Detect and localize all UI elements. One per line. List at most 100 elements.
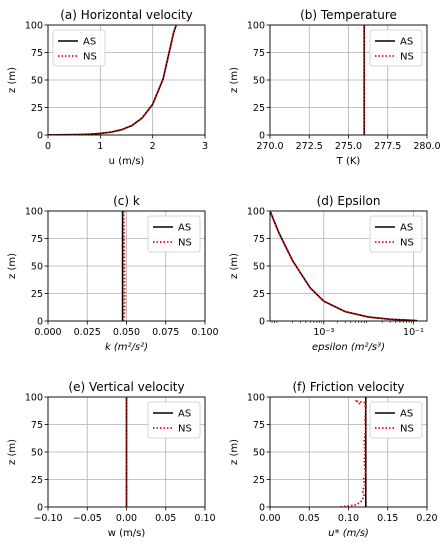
y-tick-label: 50 <box>253 448 265 459</box>
subplot-title: (c) k <box>113 194 140 208</box>
legend-label-ns: NS <box>83 52 97 63</box>
y-tick-label: 50 <box>31 448 43 459</box>
subplot-1: 0 1 2 3 0 25 50 75 100 (a) Horizontal velocity u (… <box>7 8 208 167</box>
legend-label-as: AS <box>83 37 96 48</box>
y-tick-label: 25 <box>253 103 265 114</box>
y-axis-label: z (m) <box>7 253 18 279</box>
y-tick-label: 75 <box>31 420 43 431</box>
y-tick-label: 0 <box>259 131 265 142</box>
legend: AS NS <box>147 215 201 253</box>
y-axis-label: z (m) <box>229 67 240 93</box>
legend-box <box>147 215 201 253</box>
y-tick-label: 25 <box>253 475 265 486</box>
legend-label-ns: NS <box>178 238 192 249</box>
legend-box <box>369 29 423 67</box>
x-tick-label: 0.075 <box>152 327 179 338</box>
y-tick-label: 75 <box>253 48 265 59</box>
subplot-title: (f) Friction velocity <box>293 380 405 394</box>
y-tick-label: 100 <box>25 21 43 32</box>
subplot-title: (e) Vertical velocity <box>68 380 184 394</box>
legend: AS NS <box>369 401 423 439</box>
subplot-title: (d) Epsilon <box>317 194 381 208</box>
subplot-title: (b) Temperature <box>300 8 397 22</box>
legend-box <box>369 401 423 439</box>
x-tick-label: 272.5 <box>296 141 323 152</box>
y-axis-label: z (m) <box>7 67 18 93</box>
x-tick-label: 2 <box>150 141 156 152</box>
y-tick-label: 75 <box>253 234 265 245</box>
x-tick-label: 0.05 <box>299 513 320 524</box>
y-tick-label: 0 <box>37 503 43 514</box>
subplot-2: 270.0 272.5 275.0 277.5 280.0 0 25 50 75 100 (b) T… <box>229 8 441 167</box>
x-axis-label: w (m/s) <box>108 528 146 539</box>
x-tick-label: 0.10 <box>194 513 215 524</box>
x-tick-label: 0.15 <box>377 513 398 524</box>
y-tick-label: 75 <box>253 420 265 431</box>
x-axis-label: epsilon (m²/s³) <box>312 342 385 353</box>
x-axis-label: k (m²/s²) <box>105 342 148 353</box>
series-group <box>270 211 418 321</box>
legend-box <box>369 215 423 253</box>
y-tick-label: 0 <box>37 317 43 328</box>
y-tick-label: 100 <box>247 393 265 404</box>
x-tick-label: 277.5 <box>374 141 401 152</box>
subplot-6: 0.00 0.05 0.10 0.15 0.20 0 25 50 75 100 (f) Fricti… <box>229 380 438 539</box>
y-tick-label: 50 <box>253 76 265 87</box>
y-tick-label: 50 <box>31 262 43 273</box>
legend-label-as: AS <box>178 223 191 234</box>
legend-box <box>52 29 106 67</box>
x-tick-label: 0.05 <box>155 513 176 524</box>
y-tick-label: 25 <box>31 475 43 486</box>
series-line-ns <box>270 211 418 321</box>
y-tick-label: 25 <box>253 289 265 300</box>
x-axis-label: T (K) <box>336 156 361 167</box>
series-line-ns <box>340 400 367 507</box>
legend-label-as: AS <box>400 223 413 234</box>
legend: AS NS <box>52 29 106 67</box>
y-tick-label: 75 <box>31 234 43 245</box>
x-tick-label: 3 <box>202 141 208 152</box>
x-axis-label: u* (m/s) <box>328 528 369 539</box>
series-line-ns <box>122 211 126 321</box>
legend-box <box>147 401 201 439</box>
legend: AS NS <box>147 401 201 439</box>
y-tick-label: 75 <box>31 48 43 59</box>
y-tick-label: 50 <box>31 76 43 87</box>
x-tick-label: 0.100 <box>191 327 218 338</box>
x-tick-label: 0.00 <box>259 513 280 524</box>
legend-label-as: AS <box>400 37 413 48</box>
y-tick-label: 100 <box>247 21 265 32</box>
y-axis-label: z (m) <box>7 439 18 465</box>
x-tick-label: 10⁻³ <box>313 327 334 338</box>
y-tick-label: 100 <box>25 207 43 218</box>
x-tick-label: 0 <box>45 141 51 152</box>
y-axis-label: z (m) <box>229 253 240 279</box>
x-tick-label: −0.05 <box>73 513 102 524</box>
subplot-3: 0.000 0.025 0.050 0.075 0.100 0 25 50 75 100 (c) k… <box>7 194 219 353</box>
series-line-ns <box>48 25 178 135</box>
x-tick-label: 0.025 <box>74 327 101 338</box>
legend: AS NS <box>369 215 423 253</box>
legend-label-as: AS <box>400 409 413 420</box>
legend-label-as: AS <box>178 409 191 420</box>
x-tick-label: −0.10 <box>33 513 62 524</box>
x-tick-label: 0.00 <box>116 513 137 524</box>
x-tick-label: 10⁻¹ <box>403 327 424 338</box>
x-tick-label: 0.050 <box>113 327 140 338</box>
x-axis-label: u (m/s) <box>109 156 145 167</box>
legend: AS NS <box>369 29 423 67</box>
y-tick-label: 0 <box>259 317 265 328</box>
y-tick-label: 100 <box>25 393 43 404</box>
subplot-5: −0.10 −0.05 0.00 0.05 0.10 0 25 50 75 100 (e) Vert… <box>7 380 216 539</box>
series-group <box>340 397 367 507</box>
x-tick-label: 0.20 <box>416 513 437 524</box>
subplot-4: 10⁻³ 10⁻¹ 0 25 50 75 100 (d) Epsilon epsilon (m²… <box>229 194 428 353</box>
y-tick-label: 100 <box>247 207 265 218</box>
y-tick-label: 25 <box>31 103 43 114</box>
y-tick-label: 25 <box>31 289 43 300</box>
x-tick-label: 275.0 <box>335 141 362 152</box>
legend-label-ns: NS <box>400 238 414 249</box>
x-tick-label: 270.0 <box>256 141 283 152</box>
y-tick-label: 50 <box>253 262 265 273</box>
